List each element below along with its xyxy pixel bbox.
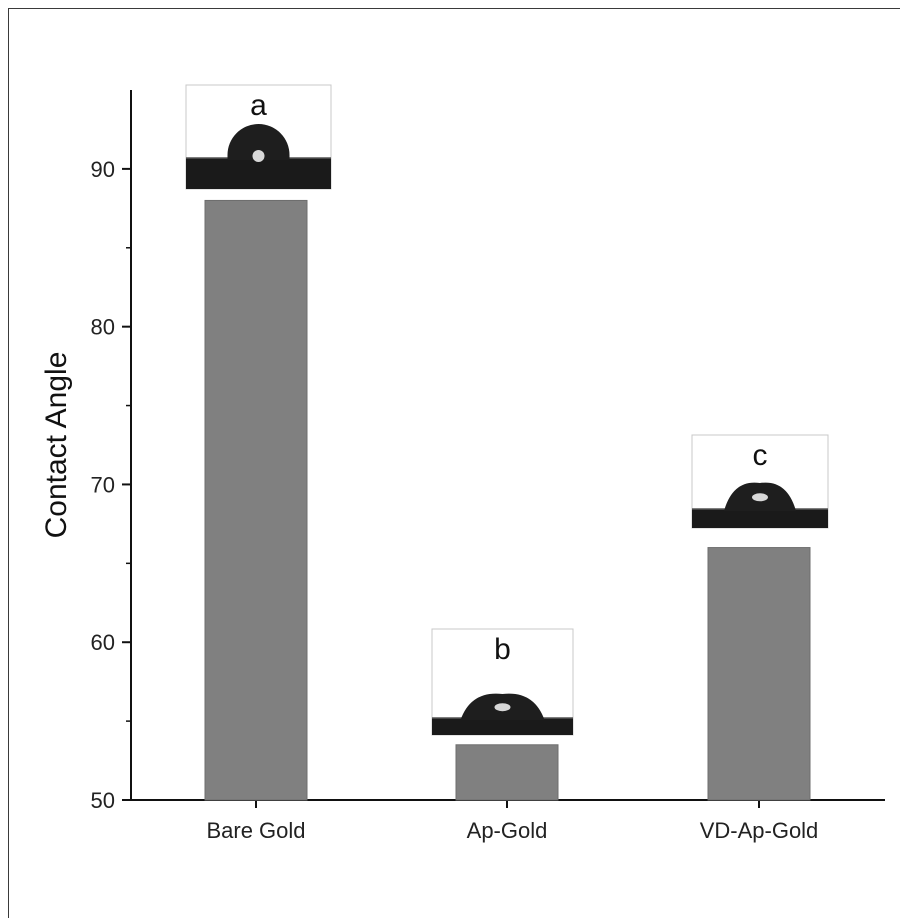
substrate bbox=[186, 158, 331, 189]
y-tick-label: 90 bbox=[91, 157, 115, 182]
inset-label: c bbox=[753, 439, 768, 472]
y-tick-label: 80 bbox=[91, 315, 115, 340]
substrate bbox=[692, 509, 828, 528]
bars bbox=[204, 199, 811, 801]
inset-label: a bbox=[250, 89, 267, 122]
droplet-inset: a bbox=[185, 84, 332, 190]
labels: 50 60 70 80 90 Contact Angle Bare Gold Ap-Gold V… bbox=[40, 157, 818, 843]
droplet-highlight bbox=[494, 703, 511, 712]
y-tick-label: 60 bbox=[91, 630, 115, 655]
substrate bbox=[432, 718, 573, 735]
droplet-inset: b bbox=[431, 628, 574, 736]
y-axis-label: Contact Angle bbox=[40, 352, 73, 539]
bar bbox=[707, 547, 811, 801]
inset-label: b bbox=[494, 633, 511, 666]
droplet-highlight bbox=[752, 493, 768, 502]
bar bbox=[455, 744, 559, 801]
x-tick-label: Ap-Gold bbox=[467, 818, 548, 843]
x-tick-label: Bare Gold bbox=[206, 818, 305, 843]
droplet-inset: c bbox=[691, 434, 829, 529]
x-tick-label: VD-Ap-Gold bbox=[700, 818, 819, 843]
y-tick-label: 50 bbox=[91, 788, 115, 813]
figure-frame bbox=[8, 8, 900, 918]
insets: a b c bbox=[185, 84, 829, 736]
bar bbox=[204, 199, 308, 801]
droplet-highlight bbox=[252, 150, 265, 162]
y-tick-label: 70 bbox=[91, 472, 115, 497]
water-droplet bbox=[227, 124, 290, 160]
